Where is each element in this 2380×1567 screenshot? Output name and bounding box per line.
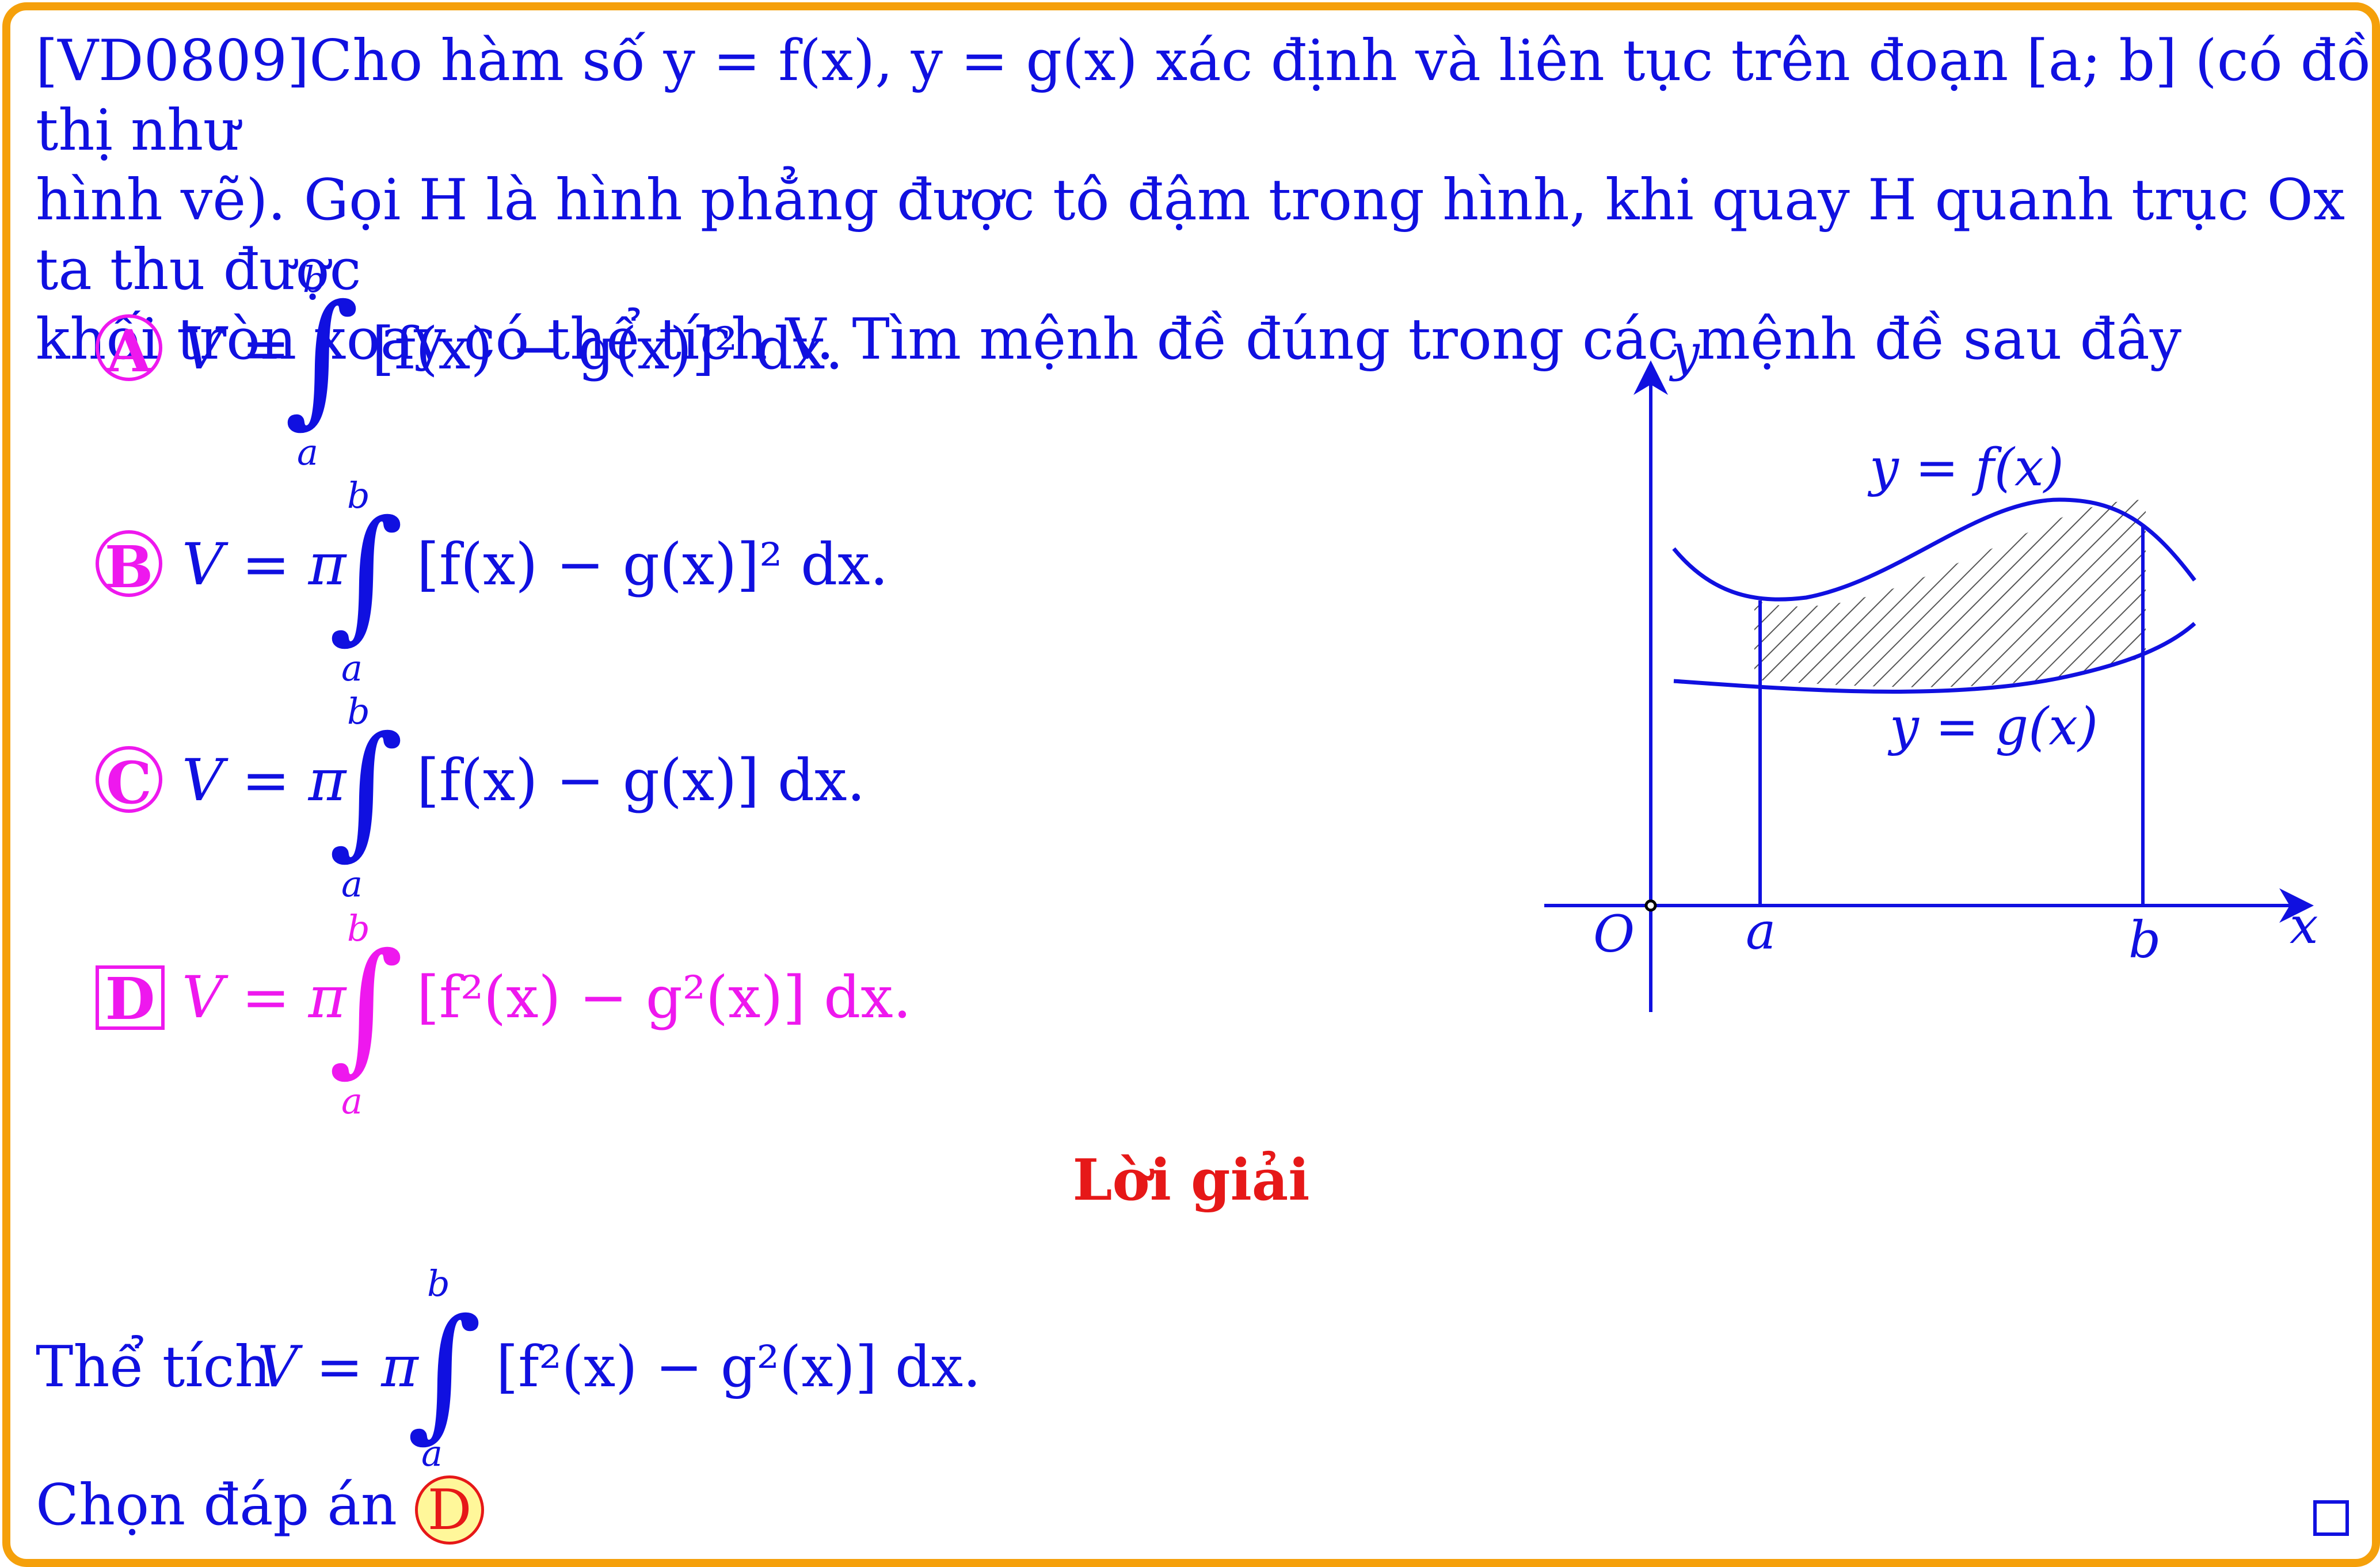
lower-limit: a <box>341 863 363 905</box>
region-lower-mask <box>1731 635 2212 885</box>
option-a-lhs: V = <box>182 315 290 382</box>
lower-limit: a <box>341 1080 363 1122</box>
option-b[interactable]: B V = π ∫ b a [f(x) − g(x)]² dx. <box>96 462 1074 689</box>
question-line-3: khối tròn xoay có thể tích V. Tìm mệnh đ… <box>36 307 2182 372</box>
answer-badge: D <box>415 1475 485 1545</box>
curve-g <box>1673 622 2196 694</box>
x-axis-label: x <box>2290 896 2318 955</box>
question-text: [VD0809]Cho hàm số y = f(x), y = g(x) xá… <box>36 26 2372 375</box>
option-d-integrand: [f²(x) − g²(x)] dx. <box>417 964 912 1031</box>
option-c-formula: V = π ∫ b a [f(x) − g(x)] dx. <box>182 690 865 905</box>
option-label-a: A <box>96 314 162 385</box>
choose-text: Chọn đáp án <box>36 1473 397 1538</box>
option-a[interactable]: A V = ∫ b a [f(x) − g(x)]² dx. <box>96 246 1074 473</box>
question-code: [VD0809] <box>36 28 310 94</box>
option-b-integrand: [f(x) − g(x)]² dx. <box>417 531 889 598</box>
solution-formula: Thể tích V = π ∫ b a [f²(x) − g²(x)] dx. <box>36 1262 1072 1474</box>
integral-sign: ∫ <box>329 705 404 873</box>
integral-sign: ∫ <box>329 922 404 1090</box>
option-a-formula: V = ∫ b a [f(x) − g(x)]² dx. <box>182 258 843 473</box>
solution-prefix: Thể tích <box>36 1334 271 1400</box>
curve-f <box>1672 497 2196 602</box>
option-a-integrand: [f(x) − g(x)]² dx. <box>372 315 844 382</box>
upper-limit: b <box>303 258 326 301</box>
lower-limit: a <box>341 647 363 689</box>
upper-limit: b <box>347 690 370 732</box>
g-curve-label: y = g(x) <box>1887 697 2098 757</box>
integral-sign: ∫ <box>284 273 360 441</box>
integral-sign: ∫ <box>407 1288 482 1455</box>
integral-sign: ∫ <box>329 489 404 657</box>
option-d-formula: V = π ∫ b a [f²(x) − g²(x)] dx. <box>182 907 911 1122</box>
option-label-b: B <box>96 530 162 600</box>
a-label: a <box>1746 902 1776 961</box>
upper-limit: b <box>427 1262 450 1304</box>
solution-integrand: [f²(x) − g²(x)] dx. <box>496 1334 981 1400</box>
lower-limit: a <box>297 431 318 473</box>
option-label-d: D <box>96 965 165 1030</box>
option-d-lhs: V = π <box>182 964 346 1031</box>
question-line-1: Cho hàm số y = f(x), y = g(x) xác định v… <box>36 28 2371 163</box>
solution-choice: Chọn đáp án D <box>36 1473 485 1545</box>
lower-limit: a <box>421 1432 443 1474</box>
origin-point <box>1644 899 1657 912</box>
upper-limit: b <box>347 474 370 516</box>
y-axis-label: y <box>1669 323 1700 382</box>
graph-figure: y x O a b y = f(x) y = g(x) <box>1544 323 2318 1012</box>
option-b-lhs: V = π <box>182 531 346 598</box>
upper-limit: b <box>347 907 370 949</box>
option-d[interactable]: D V = π ∫ b a [f²(x) − g²(x)] dx. <box>96 895 1074 1122</box>
option-b-formula: V = π ∫ b a [f(x) − g(x)]² dx. <box>182 474 888 689</box>
option-c[interactable]: C V = π ∫ b a [f(x) − g(x)] dx. <box>96 678 1074 905</box>
solution-lhs: V = π <box>257 1334 418 1400</box>
origin-label: O <box>1593 904 1635 964</box>
option-c-integrand: [f(x) − g(x)] dx. <box>417 747 866 814</box>
f-curve-label: y = f(x) <box>1867 438 2064 498</box>
option-label-c: C <box>96 746 162 816</box>
question-line-2: hình vẽ). Gọi H là hình phẳng được tô đậ… <box>36 168 2345 303</box>
solution-title: Lời giải <box>1072 1147 1310 1214</box>
qed-box <box>2313 1500 2349 1536</box>
option-c-lhs: V = π <box>182 747 346 814</box>
b-label: b <box>2128 910 2161 969</box>
